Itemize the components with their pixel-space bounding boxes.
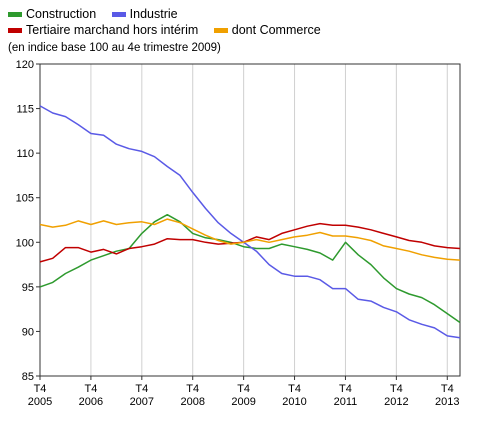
series-line-2: [39, 222, 461, 263]
legend-item-industrie: Industrie: [111, 7, 178, 22]
legend-label: dont Commerce: [231, 23, 321, 37]
x-tick-label-year: 2009: [231, 396, 255, 408]
x-tick-label-year: 2008: [180, 396, 204, 408]
y-tick-label: 90: [22, 326, 34, 338]
x-tick-label-year: 2013: [435, 396, 459, 408]
x-tick-label-year: 2012: [384, 396, 408, 408]
legend-label: Tertiaire marchand hors intérim: [26, 23, 199, 37]
series-line-1: [39, 105, 461, 339]
legend-swatch: [111, 12, 126, 17]
x-tick-label-quarter: T4: [288, 383, 301, 395]
y-tick-label: 105: [16, 193, 34, 205]
x-tick-label-year: 2005: [28, 396, 52, 408]
legend-swatch: [8, 12, 22, 17]
x-tick-label-year: 2007: [130, 396, 154, 408]
series-line-0: [39, 213, 461, 324]
plot-frame: [39, 63, 461, 377]
x-tick-label-quarter: T4: [237, 383, 250, 395]
x-tick-label-quarter: T4: [186, 383, 199, 395]
legend-item-commerce: dont Commerce: [213, 23, 321, 38]
legend-label: Construction: [26, 7, 97, 21]
y-tick-label: 120: [16, 59, 34, 71]
legend-swatch: [8, 28, 22, 33]
y-tick-label: 95: [22, 282, 34, 294]
x-tick-label-year: 2006: [79, 396, 103, 408]
y-tick-label: 110: [16, 148, 34, 160]
y-tick-label: 100: [16, 237, 34, 249]
legend-label: Industrie: [129, 7, 178, 21]
legend-item-tertiaire: Tertiaire marchand hors intérim: [8, 23, 198, 38]
x-tick-label-quarter: T4: [34, 383, 47, 395]
x-tick-label-quarter: T4: [339, 383, 352, 395]
x-tick-label-year: 2011: [334, 396, 358, 408]
legend: Construction Industrie Tertiaire marchan…: [8, 6, 478, 38]
legend-swatch: [213, 28, 228, 33]
legend-item-construction: Construction: [8, 7, 96, 22]
y-tick-label: 115: [16, 104, 34, 116]
x-tick-label-year: 2010: [282, 396, 306, 408]
x-tick-label-quarter: T4: [135, 383, 148, 395]
x-tick-label-quarter: T4: [84, 383, 97, 395]
series-line-3: [39, 218, 461, 261]
x-tick-label-quarter: T4: [441, 383, 454, 395]
x-tick-label-quarter: T4: [390, 383, 403, 395]
y-tick-label: 85: [22, 371, 34, 383]
chart-subtitle: (en indice base 100 au 4e trimestre 2009…: [8, 42, 221, 54]
